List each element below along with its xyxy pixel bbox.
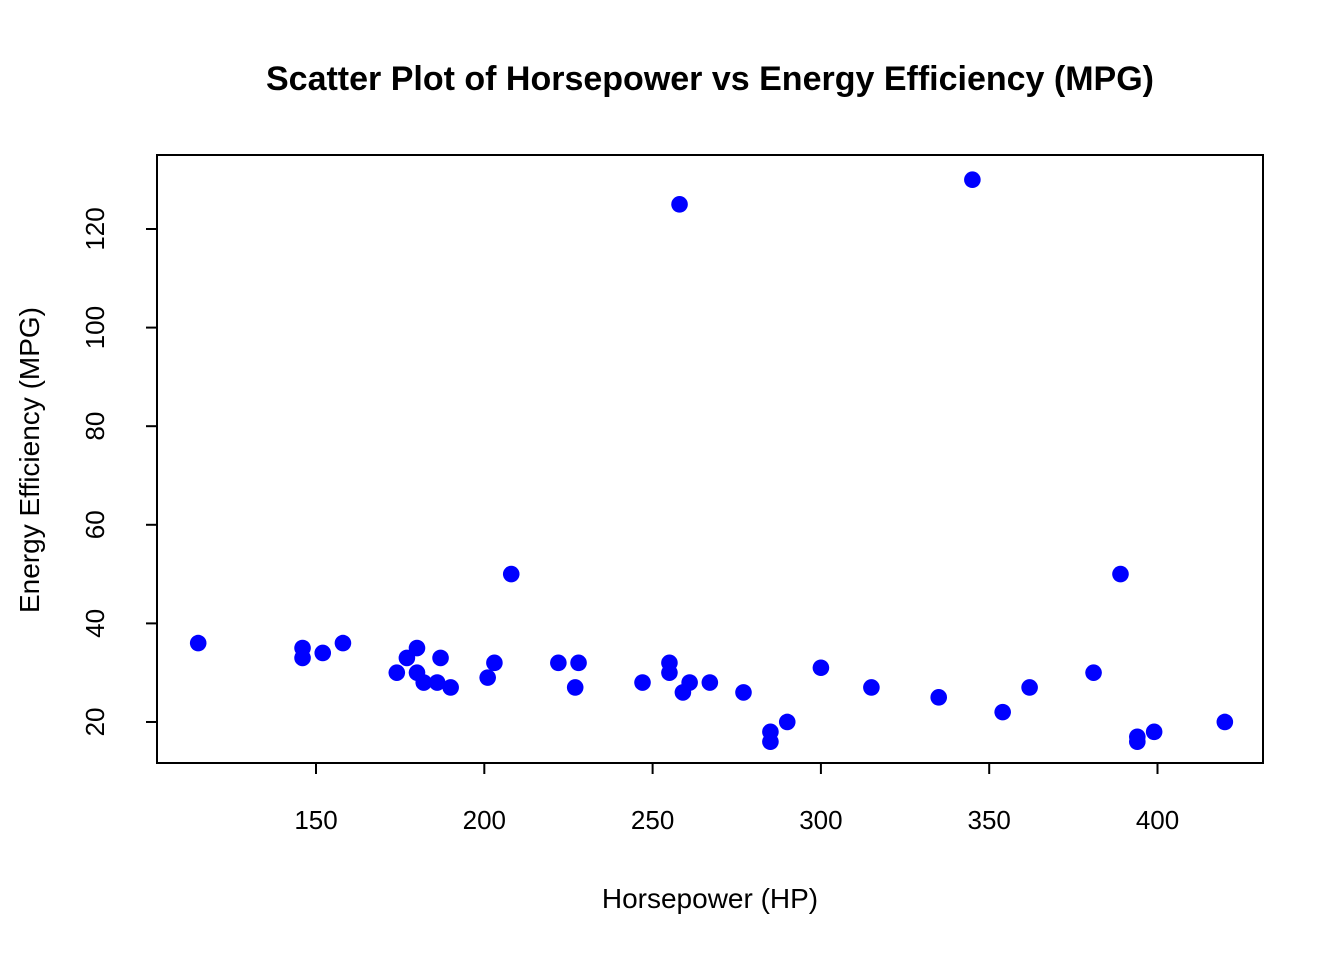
- data-point: [1085, 664, 1102, 681]
- y-axis-title: Energy Efficiency (MPG): [14, 306, 45, 614]
- data-point: [1021, 679, 1038, 696]
- data-point: [432, 649, 449, 667]
- data-point: [415, 674, 433, 691]
- data-point: [863, 679, 880, 696]
- y-tick-label: 80: [80, 412, 110, 441]
- data-point: [189, 634, 207, 652]
- data-point: [1129, 728, 1146, 746]
- data-point: [570, 654, 587, 672]
- data-point: [388, 664, 406, 681]
- data-point: [762, 723, 779, 741]
- y-tick-label: 40: [80, 609, 110, 638]
- data-point: [661, 654, 678, 672]
- x-tick-label: 350: [968, 805, 1011, 835]
- x-tick-label: 200: [463, 805, 506, 835]
- data-point: [994, 703, 1011, 721]
- data-point: [964, 171, 981, 188]
- data-point: [1216, 713, 1234, 731]
- data-point: [428, 674, 446, 691]
- y-tick-label: 60: [80, 510, 110, 539]
- data-point: [701, 674, 719, 691]
- data-point: [294, 649, 311, 667]
- y-tick-label: 100: [80, 306, 110, 349]
- data-point: [486, 654, 503, 672]
- data-point: [671, 196, 688, 213]
- data-point: [502, 565, 520, 583]
- data-point: [735, 684, 752, 701]
- plot-border: [156, 154, 1264, 764]
- data-point: [1145, 723, 1163, 741]
- data-point: [681, 674, 698, 691]
- x-tick-label: 150: [294, 805, 337, 835]
- y-tick-label: 120: [80, 207, 110, 250]
- data-point: [930, 689, 948, 706]
- data-point: [442, 679, 459, 696]
- data-point: [634, 674, 651, 691]
- data-point: [550, 654, 567, 672]
- data-point: [334, 634, 352, 652]
- y-tick-label: 20: [80, 708, 110, 737]
- x-tick-label: 400: [1136, 805, 1179, 835]
- x-axis-title: Horsepower (HP): [601, 883, 819, 914]
- data-point: [1112, 565, 1129, 583]
- data-point: [314, 644, 332, 662]
- x-tick-label: 250: [631, 805, 674, 835]
- data-point: [566, 679, 584, 696]
- data-point: [778, 713, 796, 731]
- data-point: [812, 659, 830, 677]
- x-tick-label: 300: [799, 805, 842, 835]
- data-point: [479, 669, 496, 686]
- chart-title: Scatter Plot of Horsepower vs Energy Eff…: [265, 60, 1154, 98]
- data-point: [408, 639, 426, 657]
